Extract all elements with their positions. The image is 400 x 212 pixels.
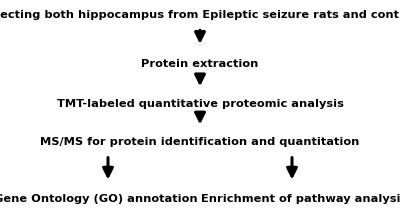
Text: TMT-labeled quantitative proteomic analysis: TMT-labeled quantitative proteomic analy… bbox=[56, 99, 344, 109]
Text: Collecting both hippocampus from Epileptic seizure rats and controls: Collecting both hippocampus from Epilept… bbox=[0, 10, 400, 20]
Text: Protein extraction: Protein extraction bbox=[141, 59, 259, 69]
Text: MS/MS for protein identification and quantitation: MS/MS for protein identification and qua… bbox=[40, 137, 360, 147]
Text: Gene Ontology (GO) annotation: Gene Ontology (GO) annotation bbox=[0, 194, 198, 204]
Text: Enrichment of pathway analysis: Enrichment of pathway analysis bbox=[201, 194, 400, 204]
